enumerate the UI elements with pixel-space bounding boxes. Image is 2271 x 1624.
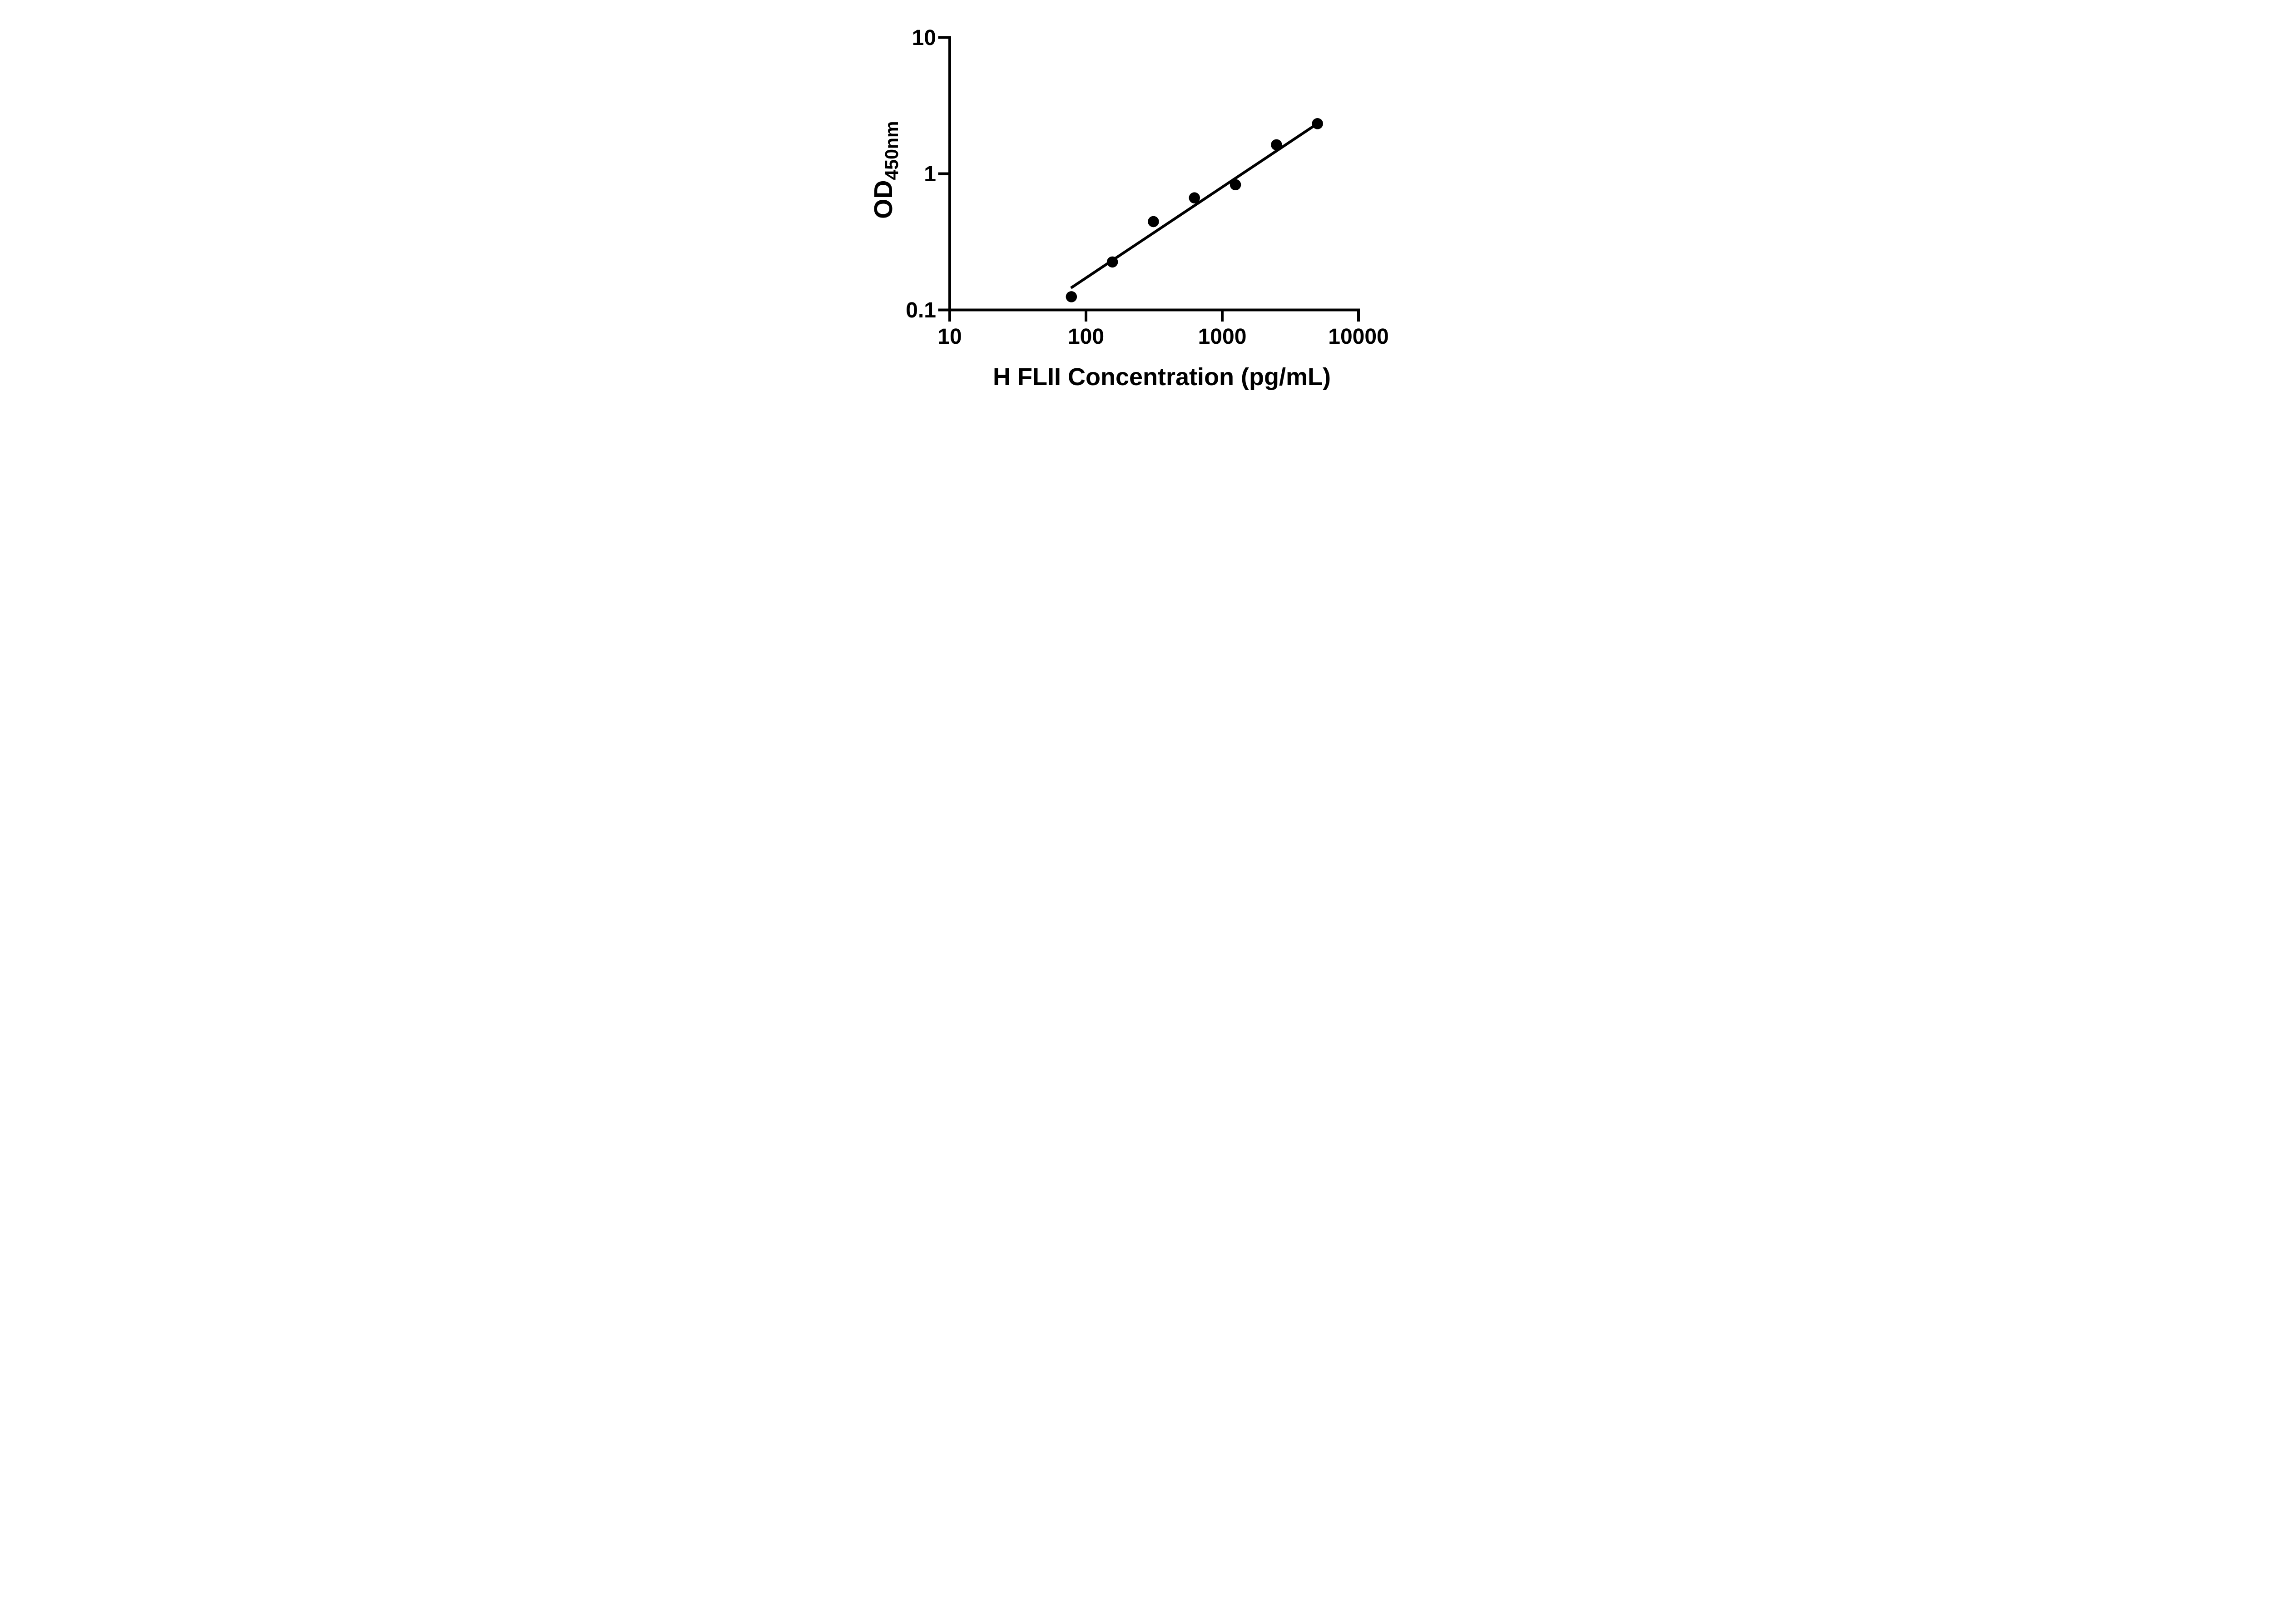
x-tick-label: 10 [937, 325, 962, 349]
y-tick-label: 0.1 [906, 298, 936, 322]
data-point [1106, 256, 1118, 268]
x-axis-ticks: 10 100 1000 10000 [937, 311, 1389, 349]
x-axis-title: H FLII Concentration (pg/mL) [993, 363, 1331, 391]
data-points [1066, 118, 1323, 302]
x-tick-label: 10000 [1328, 325, 1388, 349]
data-point [1312, 118, 1323, 129]
y-axis-title-subscript: 450nm [881, 121, 902, 180]
x-tick-label: 100 [1068, 325, 1104, 349]
chart-canvas: 10 1 0.1 10 100 1000 10000 H FLII Concentrati… [869, 26, 1389, 391]
data-point [1148, 216, 1159, 228]
data-point [1189, 192, 1200, 203]
y-axis-title-main: OD [869, 180, 898, 219]
data-point [1230, 179, 1241, 191]
x-tick-label: 1000 [1198, 325, 1247, 349]
data-point [1066, 291, 1077, 302]
elisa-standard-curve-figure: 10 1 0.1 10 100 1000 10000 H FLII Concentrati… [848, 0, 1423, 406]
y-axis-ticks: 10 1 0.1 [906, 26, 948, 322]
y-axis-title: OD450nm [869, 121, 902, 219]
y-tick-label: 10 [912, 26, 936, 50]
data-point [1271, 139, 1282, 151]
y-tick-label: 1 [924, 162, 936, 186]
